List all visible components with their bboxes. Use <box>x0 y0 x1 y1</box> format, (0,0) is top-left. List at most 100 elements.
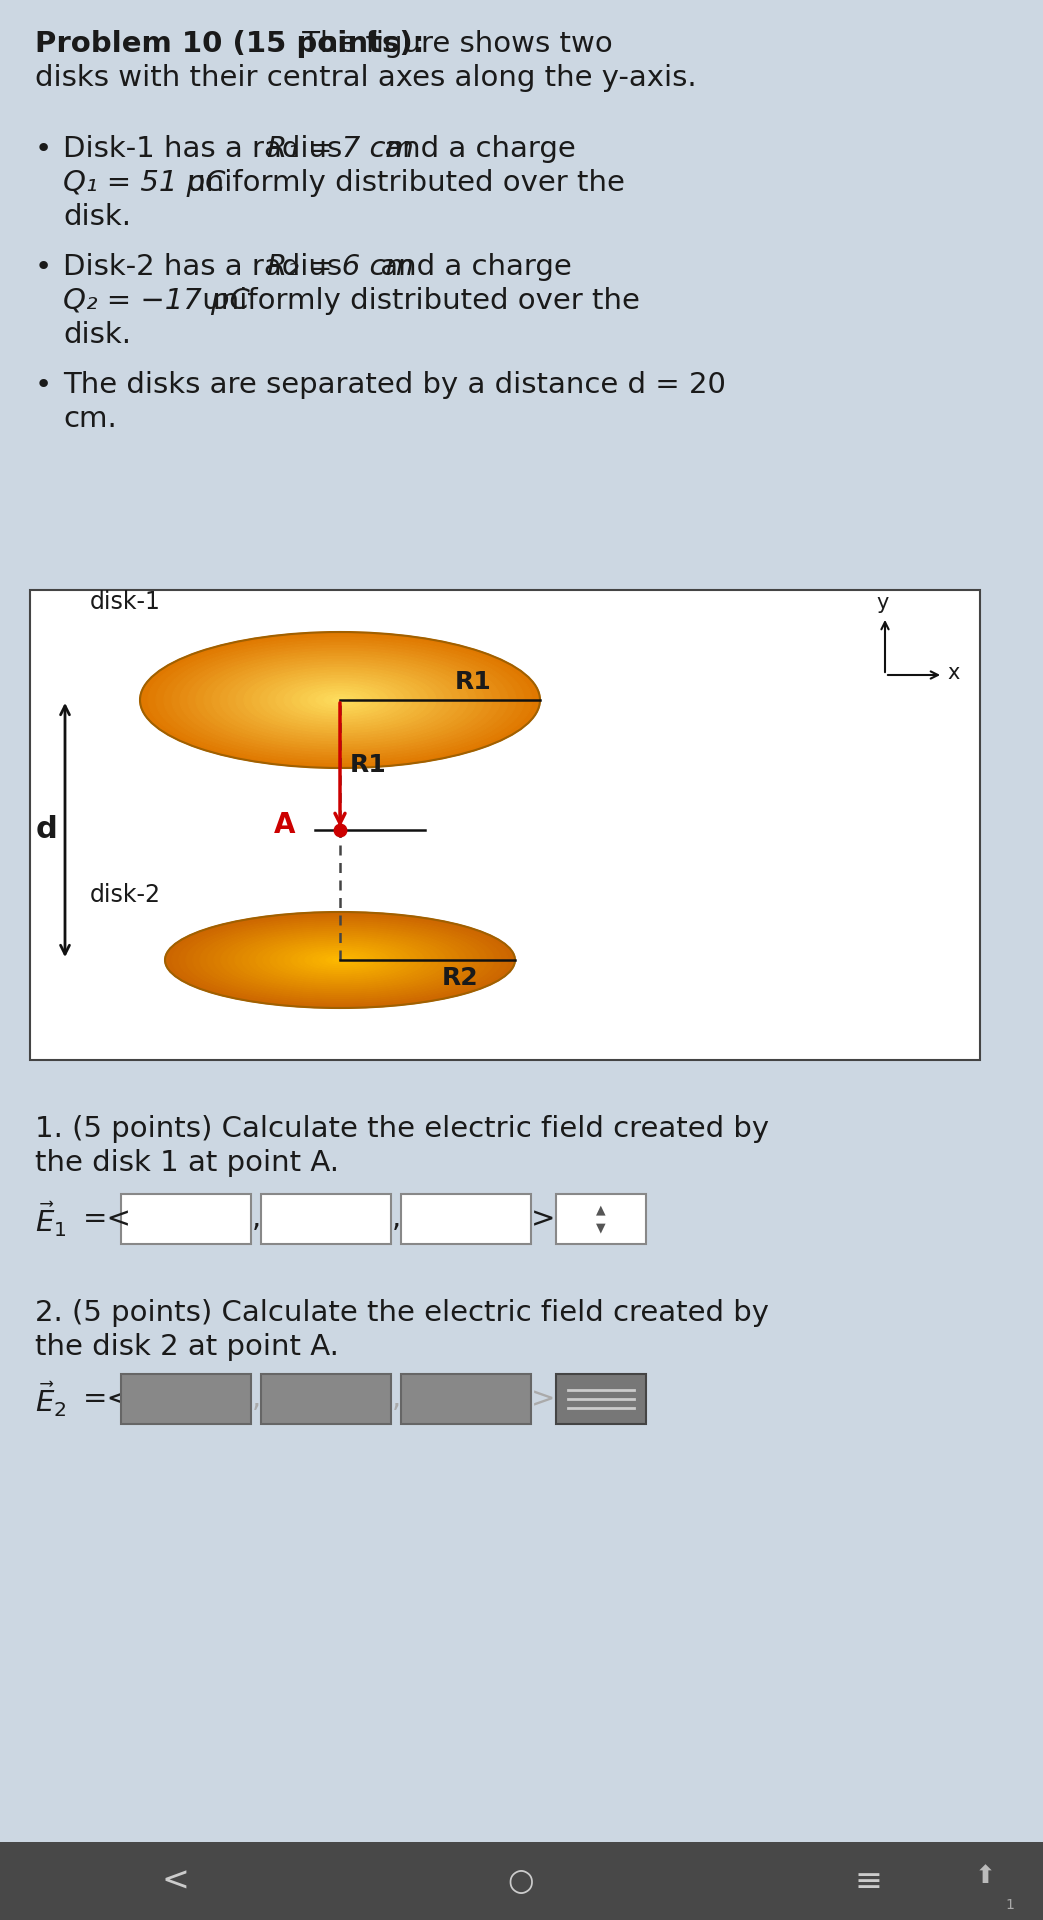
Ellipse shape <box>249 935 431 985</box>
Ellipse shape <box>332 697 348 703</box>
Ellipse shape <box>333 958 347 962</box>
Ellipse shape <box>308 689 372 710</box>
Ellipse shape <box>326 956 354 964</box>
Text: R₂ = 6 cm: R₂ = 6 cm <box>267 253 414 280</box>
Ellipse shape <box>164 639 516 760</box>
Ellipse shape <box>270 941 410 979</box>
Ellipse shape <box>156 637 524 762</box>
Text: Disk-1 has a radius: Disk-1 has a radius <box>63 134 351 163</box>
Ellipse shape <box>204 653 476 747</box>
Ellipse shape <box>140 632 540 768</box>
Ellipse shape <box>277 943 403 977</box>
Bar <box>121 1194 251 1244</box>
Text: disk-1: disk-1 <box>90 589 161 614</box>
Bar <box>0 1841 1043 1920</box>
Ellipse shape <box>292 684 388 716</box>
Ellipse shape <box>235 931 445 989</box>
Text: 1. (5 points) Calculate the electric field created by: 1. (5 points) Calculate the electric fie… <box>35 1116 769 1142</box>
Ellipse shape <box>148 636 532 766</box>
Text: R₁ = 7 cm: R₁ = 7 cm <box>267 134 414 163</box>
Ellipse shape <box>172 914 508 1006</box>
Text: uniformly distributed over the: uniformly distributed over the <box>178 169 625 198</box>
Ellipse shape <box>300 687 380 714</box>
Text: disks with their central axes along the y-axis.: disks with their central axes along the … <box>35 63 697 92</box>
Ellipse shape <box>228 929 452 991</box>
Ellipse shape <box>165 912 515 1008</box>
Ellipse shape <box>263 939 417 981</box>
Text: disk.: disk. <box>63 321 131 349</box>
Ellipse shape <box>305 950 375 970</box>
Text: A: A <box>273 810 295 839</box>
Bar <box>401 1194 531 1244</box>
Text: $\vec{E}_2$: $\vec{E}_2$ <box>35 1379 67 1419</box>
Text: ▼: ▼ <box>597 1221 606 1235</box>
Ellipse shape <box>291 947 389 973</box>
Text: 1: 1 <box>1005 1899 1015 1912</box>
Text: and a charge: and a charge <box>371 253 572 280</box>
Ellipse shape <box>284 682 396 718</box>
Bar <box>261 1194 391 1244</box>
Ellipse shape <box>180 645 500 755</box>
Text: ,: , <box>392 1384 402 1413</box>
Text: =<: =< <box>83 1206 132 1233</box>
Ellipse shape <box>252 670 428 730</box>
Text: d: d <box>35 816 57 845</box>
Text: •: • <box>35 371 52 399</box>
Text: The figure shows two: The figure shows two <box>293 31 612 58</box>
Ellipse shape <box>188 649 492 753</box>
Ellipse shape <box>200 922 480 998</box>
Text: ,: , <box>252 1206 261 1233</box>
Ellipse shape <box>193 920 487 1000</box>
Text: Q₂ = −17 pC: Q₂ = −17 pC <box>63 286 250 315</box>
Ellipse shape <box>284 945 396 975</box>
Ellipse shape <box>260 672 420 728</box>
Ellipse shape <box>236 664 444 735</box>
Ellipse shape <box>212 657 468 743</box>
Text: uniformly distributed over the: uniformly distributed over the <box>193 286 639 315</box>
Ellipse shape <box>298 948 382 972</box>
Text: R1: R1 <box>350 753 387 778</box>
Text: $\vec{E}_1$: $\vec{E}_1$ <box>35 1200 67 1238</box>
Ellipse shape <box>244 668 436 733</box>
Text: x: x <box>947 662 960 684</box>
Text: <: < <box>161 1864 189 1897</box>
Ellipse shape <box>316 691 364 708</box>
Text: Q₁ = 51 pC: Q₁ = 51 pC <box>63 169 225 198</box>
Text: cm.: cm. <box>63 405 117 434</box>
Ellipse shape <box>196 651 484 749</box>
Ellipse shape <box>276 678 404 722</box>
Text: Problem 10 (15 points):: Problem 10 (15 points): <box>35 31 425 58</box>
Text: R1: R1 <box>455 670 491 693</box>
Ellipse shape <box>214 925 466 995</box>
Bar <box>556 1375 646 1425</box>
Text: 2. (5 points) Calculate the electric field created by: 2. (5 points) Calculate the electric fie… <box>35 1300 769 1327</box>
Text: ▲: ▲ <box>597 1204 606 1217</box>
Ellipse shape <box>179 916 501 1004</box>
Bar <box>121 1375 251 1425</box>
Ellipse shape <box>312 952 368 968</box>
Ellipse shape <box>242 933 438 987</box>
Text: and a charge: and a charge <box>375 134 576 163</box>
Ellipse shape <box>324 695 356 705</box>
Text: disk-2: disk-2 <box>90 883 161 906</box>
Bar <box>30 589 980 1060</box>
Ellipse shape <box>256 937 425 983</box>
Ellipse shape <box>319 954 361 966</box>
Text: the disk 1 at point A.: the disk 1 at point A. <box>35 1148 339 1177</box>
Text: ⬆: ⬆ <box>974 1864 995 1887</box>
Text: ,: , <box>392 1206 402 1233</box>
Bar <box>556 1194 646 1244</box>
Text: ○: ○ <box>508 1866 534 1895</box>
Ellipse shape <box>207 924 472 996</box>
Text: •: • <box>35 253 52 280</box>
Text: The disks are separated by a distance d = 20: The disks are separated by a distance d … <box>63 371 726 399</box>
Ellipse shape <box>268 676 412 724</box>
Text: the disk 2 at point A.: the disk 2 at point A. <box>35 1332 339 1361</box>
Text: R2: R2 <box>442 966 479 991</box>
Text: disk.: disk. <box>63 204 131 230</box>
Text: >: > <box>531 1384 556 1413</box>
Text: •: • <box>35 134 52 163</box>
Ellipse shape <box>186 918 494 1002</box>
Ellipse shape <box>228 662 452 737</box>
Text: >: > <box>531 1206 556 1233</box>
